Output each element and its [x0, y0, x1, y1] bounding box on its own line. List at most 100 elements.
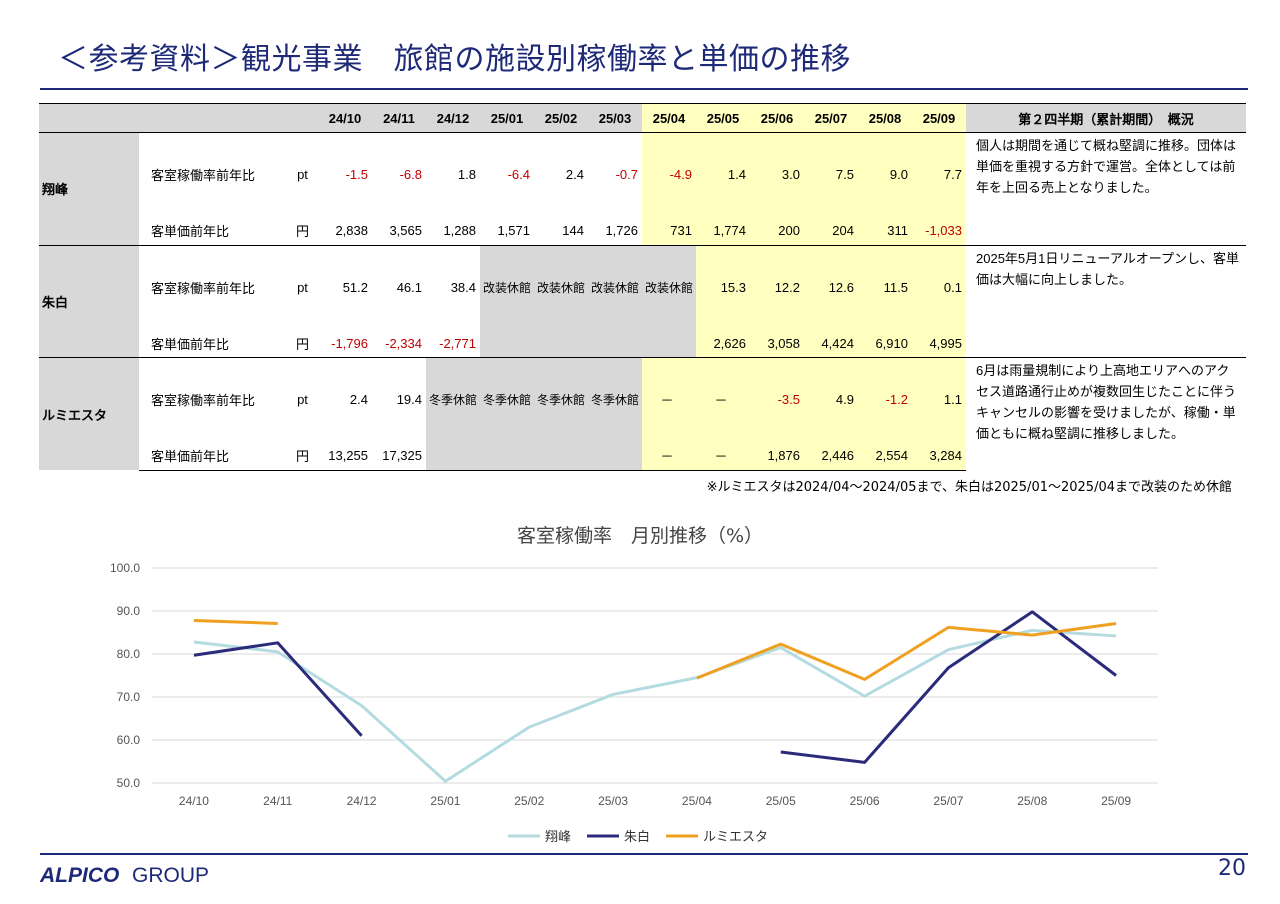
x-tick-label: 25/04	[682, 794, 712, 808]
table-row: ルミエスタ 客室稼働率前年比 pt 2.4 19.4 冬季休館 冬季休館 冬季休館 冬季休館－－…	[39, 357, 1246, 470]
value-cell: 2,446	[804, 441, 858, 471]
value-cell: 15.3	[696, 244, 750, 329]
facility-name: 朱白	[39, 244, 139, 358]
value-cell: －	[642, 357, 696, 442]
header-month: 24/10	[318, 103, 372, 133]
value-cell: 200	[750, 216, 804, 245]
table-footnote: ※ルミエスタは2024/04～2024/05まで、朱白は2025/01～2025…	[706, 480, 1232, 495]
value-cell: 6,910	[858, 329, 912, 358]
value-cell: -2,334	[385, 335, 422, 351]
series-line-0	[193, 628, 1117, 783]
value-cell: -6.8	[399, 167, 422, 183]
header-month: 25/01	[480, 103, 534, 133]
header-month: 25/09	[912, 103, 966, 133]
x-tick-label: 25/08	[1017, 794, 1047, 808]
value-cell: －	[696, 441, 750, 471]
value-cell: 4.9	[804, 357, 858, 442]
metric-unit: pt	[297, 167, 308, 183]
value-cell: 冬季休館	[426, 357, 480, 442]
alpico-group-logo: ALPICO GROUP	[40, 864, 209, 887]
header-month: 24/12	[426, 103, 480, 133]
metric-unit: pt	[287, 244, 318, 329]
facility-name: ルミエスタ	[39, 357, 139, 470]
value-cell	[642, 329, 696, 358]
value-cell: 4,424	[804, 329, 858, 358]
value-cell: 3,284	[912, 441, 966, 471]
metric-label: 客単価前年比	[139, 441, 287, 471]
value-cell: －	[642, 441, 696, 471]
value-cell: -3.5	[750, 357, 804, 442]
header-month: 25/02	[534, 103, 588, 133]
chart-title: 客室稼働率 月別推移（%）	[516, 525, 764, 547]
facility-note: 個人は期間を通じて概ね堅調に推移。団体は単価を重視する方針で運営。全体としては前…	[976, 138, 1237, 195]
value-cell: 3,565	[389, 223, 422, 238]
legend-label: 翔峰	[545, 830, 571, 845]
value-cell: 改装休館	[534, 244, 588, 329]
value-cell: 12.2	[750, 244, 804, 329]
y-tick-label: 90.0	[117, 604, 141, 618]
value-cell: 冬季休館	[534, 357, 588, 442]
value-cell: -6.4	[507, 167, 530, 183]
x-tick-label: 25/01	[430, 794, 460, 808]
value-cell: 204	[804, 216, 858, 245]
y-tick-label: 50.0	[117, 776, 141, 790]
x-tick-label: 25/07	[933, 794, 963, 808]
value-cell: -4.9	[642, 132, 696, 217]
x-tick-label: 24/11	[263, 794, 292, 808]
series-line-1	[780, 610, 1117, 764]
series-line-1	[193, 641, 363, 737]
value-cell: 17,325	[372, 441, 426, 471]
value-cell: -1,796	[331, 335, 368, 351]
x-tick-label: 25/02	[514, 794, 544, 808]
table-row: 客単価前年比円 13,255 17,325 －－ 1,876 2,446 2,554 3,28…	[39, 441, 1246, 471]
value-cell: 3.0	[750, 132, 804, 217]
value-cell: 改装休館	[642, 244, 696, 329]
x-tick-label: 24/10	[179, 794, 209, 808]
y-tick-label: 60.0	[117, 733, 141, 747]
value-cell: 3,058	[750, 329, 804, 358]
value-cell: 1,288	[443, 223, 476, 238]
header-note: 第２四半期（累計期間） 概況	[966, 103, 1246, 133]
value-cell: 11.5	[858, 244, 912, 329]
page-number: 20	[1218, 856, 1246, 881]
title-divider	[40, 88, 1248, 90]
table-row: 翔峰 客室稼働率前年比 pt -1.5 -6.8 1.8 -6.4 2.4 -0.7 -4.9 1.…	[39, 132, 1246, 245]
facility-name: 翔峰	[39, 132, 139, 245]
svg-text:GROUP: GROUP	[132, 864, 209, 887]
value-cell: -1.5	[345, 167, 368, 183]
metric-unit: 円	[295, 336, 309, 352]
header-month: 25/08	[858, 103, 912, 133]
value-cell: 13,255	[318, 441, 372, 471]
facility-note: 6月は雨量規制により上高地エリアへのアクセス道路通行止めが複数回生じたことに伴う…	[966, 357, 1246, 470]
value-cell: 46.1	[372, 244, 426, 329]
table-header-row: 24/10 24/11 24/12 25/01 25/02 25/03 25/04 25/05…	[39, 103, 1246, 133]
table-row: 朱白 客室稼働率前年比 pt 51.2 46.1 38.4 改装休館 改装休館 改装休館 改装休館…	[39, 244, 1246, 358]
value-cell: 冬季休館	[480, 357, 534, 442]
metric-label: 客室稼働率前年比	[139, 244, 287, 329]
value-cell: 144	[562, 223, 584, 238]
value-cell: 7.5	[804, 132, 858, 217]
value-cell: 2.4	[565, 167, 584, 183]
table-row: 客単価前年比 円 2,838 3,565 1,288 1,571 144 1,726 731 1,…	[39, 216, 1246, 245]
x-tick-label: 25/09	[1101, 794, 1131, 808]
value-cell: 冬季休館	[588, 357, 642, 442]
value-cell: 1,876	[750, 441, 804, 471]
value-cell: 改装休館	[480, 244, 534, 329]
metric-label: 客単価前年比	[151, 336, 230, 352]
value-cell: 2,626	[696, 329, 750, 358]
value-cell: 19.4	[372, 357, 426, 442]
svg-text:ALPICO: ALPICO	[40, 864, 119, 887]
x-tick-label: 25/05	[766, 794, 796, 808]
value-cell: 38.4	[426, 244, 480, 329]
x-tick-label: 25/03	[598, 794, 628, 808]
series-line-2	[193, 618, 278, 625]
value-cell: 12.6	[804, 244, 858, 329]
footer-divider	[40, 853, 1248, 855]
value-cell: 2.4	[318, 357, 372, 442]
value-cell: -1,033	[912, 216, 966, 245]
facility-note: 2025年5月1日リニューアルオープンし、客単価は大幅に向上しました。	[966, 244, 1246, 358]
metric-unit: 円	[295, 224, 309, 239]
value-cell: 7.7	[912, 132, 966, 217]
value-cell	[480, 441, 534, 471]
